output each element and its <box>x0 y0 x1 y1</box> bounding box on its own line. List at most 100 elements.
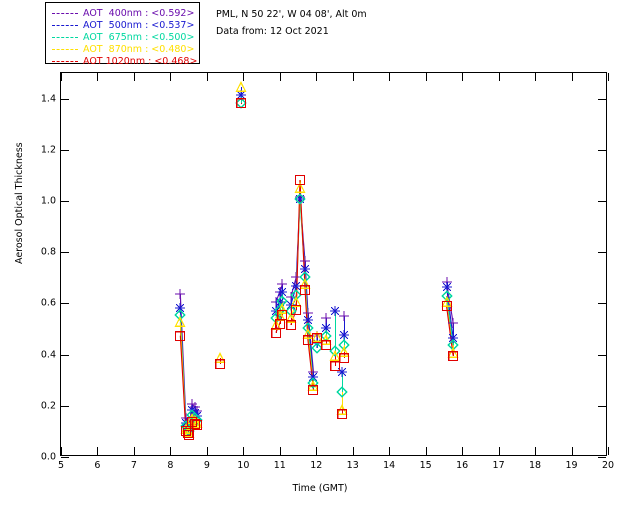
x-tick-label-10: 10 <box>237 460 250 471</box>
chart-legend: AOT 400nm : <0.592> AOT 500nm : <0.537> AO… <box>45 2 200 67</box>
site-info-line: PML, N 50 22', W 04 08', Alt 0m <box>216 9 367 20</box>
y-tick-1.0 <box>61 201 69 202</box>
legend-line-swatch-1020nm <box>52 60 78 62</box>
legend-label-1020nm: AOT 1020nm : <0.468> <box>83 55 198 67</box>
y-tick-1.2 <box>61 149 69 151</box>
x-tick-7 <box>133 447 135 455</box>
x-tick-label-18: 18 <box>529 460 542 471</box>
y-tick-label-0.4: 0.4 <box>40 349 56 361</box>
legend-label-500nm: AOT 500nm : <0.537> <box>83 19 195 31</box>
legend-item-500nm: AOT 500nm : <0.537> <box>46 19 199 31</box>
x-tick-top-8 <box>170 73 172 81</box>
x-tick-top-18 <box>535 73 537 81</box>
x-tick-label-11: 11 <box>273 460 286 471</box>
y-tick-0.4 <box>61 354 69 356</box>
legend-line-swatch-400nm <box>52 12 78 14</box>
y-tick-right-1.2 <box>598 149 606 151</box>
spectral-connector <box>335 355 337 366</box>
legend-line-swatch-870nm <box>52 48 78 50</box>
x-axis-title: Time (GMT) <box>292 483 348 494</box>
y-tick-0.6 <box>61 303 69 305</box>
spectral-connector <box>326 317 328 328</box>
x-tick-top-5 <box>61 73 62 81</box>
x-tick-label-7: 7 <box>130 460 137 471</box>
y-tick-label-1.0: 1.0 <box>40 195 56 207</box>
x-tick-label-20: 20 <box>601 460 615 471</box>
x-tick-top-11 <box>279 73 281 81</box>
y-tick-right-0.8 <box>598 252 606 254</box>
y-tick-label-0.2: 0.2 <box>40 400 56 412</box>
y-tick-right-0.4 <box>598 354 606 356</box>
x-tick-label-12: 12 <box>310 460 323 471</box>
legend-item-400nm: AOT 400nm : <0.592> <box>46 7 199 19</box>
x-tick-top-12 <box>316 73 318 81</box>
y-tick-0.2 <box>61 405 69 407</box>
x-tick-label-6: 6 <box>94 460 101 471</box>
x-tick-top-15 <box>425 73 427 81</box>
x-tick-label-16: 16 <box>456 460 469 471</box>
x-tick-14 <box>389 447 391 455</box>
x-tick-label-13: 13 <box>346 460 359 471</box>
series-line-aot-1020nm <box>446 306 454 356</box>
x-tick-16 <box>462 447 464 455</box>
plot-area <box>60 72 607 456</box>
y-axis-title: Aerosol Optical Thickness <box>14 142 25 264</box>
x-tick-top-16 <box>462 73 464 81</box>
spectral-connector <box>335 311 337 352</box>
legend-label-675nm: AOT 675nm : <0.500> <box>83 31 195 43</box>
x-tick-label-5: 5 <box>57 460 65 471</box>
y-tick-right-1.4 <box>598 98 606 100</box>
spectral-connector <box>341 371 343 392</box>
x-tick-top-19 <box>571 73 573 81</box>
legend-item-1020nm: AOT 1020nm : <0.468> <box>46 55 199 67</box>
y-tick-right-0.2 <box>598 405 606 407</box>
y-tick-label-1.2: 1.2 <box>40 144 56 156</box>
x-tick-top-20 <box>608 73 609 81</box>
chart-header: PML, N 50 22', W 04 08', Alt 0m Data fro… <box>216 6 367 40</box>
y-tick-label-0.8: 0.8 <box>40 246 56 258</box>
x-tick-20 <box>608 447 609 455</box>
x-tick-8 <box>170 447 172 455</box>
legend-label-870nm: AOT 870nm : <0.480> <box>83 43 195 55</box>
spectral-connector <box>344 316 346 336</box>
legend-item-870nm: AOT 870nm : <0.480> <box>46 43 199 55</box>
x-tick-top-13 <box>352 73 354 81</box>
y-tick-label-0.6: 0.6 <box>40 297 56 309</box>
y-tick-right-1.0 <box>598 201 606 202</box>
x-tick-19 <box>571 447 573 455</box>
x-tick-top-7 <box>133 73 135 81</box>
x-tick-12 <box>316 447 318 455</box>
legend-label-400nm: AOT 400nm : <0.592> <box>83 7 195 19</box>
x-tick-6 <box>97 447 99 455</box>
x-tick-17 <box>498 447 500 455</box>
x-tick-label-15: 15 <box>419 460 432 471</box>
x-tick-top-9 <box>206 73 208 81</box>
legend-item-675nm: AOT 675nm : <0.500> <box>46 31 199 43</box>
x-tick-11 <box>279 447 281 455</box>
x-tick-label-17: 17 <box>492 460 505 471</box>
x-tick-top-10 <box>243 73 245 81</box>
legend-line-swatch-675nm <box>52 36 78 38</box>
legend-line-swatch-500nm <box>52 24 78 26</box>
plot-frame: 0.0 0.2 0.4 0.6 0.8 1.0 1.2 1.4 5 6 7 8 9 10 11 12 13 14 1… <box>41 72 614 471</box>
y-tick-label-1.4: 1.4 <box>40 93 56 105</box>
x-tick-label-9: 9 <box>203 460 210 471</box>
x-tick-label-14: 14 <box>383 460 396 471</box>
y-tick-label-0.0: 0.0 <box>40 451 56 463</box>
spectral-connector <box>341 392 343 411</box>
y-tick-0.0 <box>61 457 69 458</box>
data-date-line: Data from: 12 Oct 2021 <box>216 26 329 37</box>
x-tick-label-19: 19 <box>565 460 578 471</box>
x-tick-10 <box>243 447 245 455</box>
x-tick-13 <box>352 447 354 455</box>
y-tick-1.4 <box>61 98 69 100</box>
x-tick-9 <box>206 447 208 455</box>
y-tick-0.8 <box>61 252 69 254</box>
spectral-connector <box>453 322 455 338</box>
y-tick-right-0.6 <box>598 303 606 305</box>
x-tick-5 <box>61 447 62 455</box>
x-tick-18 <box>535 447 537 455</box>
x-tick-label-8: 8 <box>167 460 174 471</box>
x-tick-15 <box>425 447 427 455</box>
